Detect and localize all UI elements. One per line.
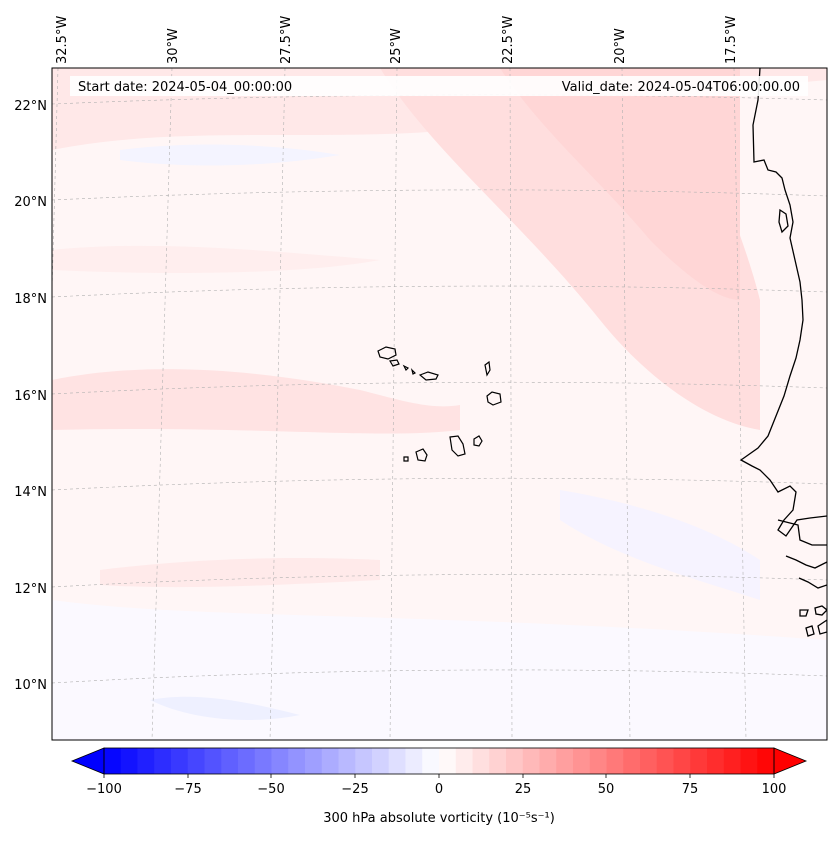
colorbar-step [707,748,725,774]
cape-verde-islands [377,346,502,462]
colorbar-step [589,748,607,774]
lon-label: 22.5°W [501,16,516,64]
colorbar-tick-label: −100 [86,782,122,797]
colorbar-step [254,748,272,774]
colorbar-step [757,748,775,774]
colorbar-step [238,748,256,774]
colorbar-step [489,748,507,774]
colorbar-step [288,748,306,774]
colorbar-step [305,748,323,774]
colorbar-step [573,748,591,774]
colorbar-tick-label: 0 [435,782,443,797]
colorbar-step [154,748,172,774]
vorticity-field [52,68,827,740]
graticule [52,68,827,740]
colorbar-step [455,748,473,774]
colorbar-step [539,748,557,774]
colorbar-tick-label: 100 [762,782,787,797]
colorbar-tick-label: 25 [515,782,532,797]
colorbar-step [656,748,674,774]
colorbar-step [171,748,189,774]
colorbar: −100 −75 −50 −25 0 25 50 75 100 300 hPa … [70,747,808,826]
colorbar-tick-label: −25 [341,782,368,797]
lat-label: 20°N [14,195,47,210]
colorbar-step [606,748,624,774]
colorbar-step [338,748,356,774]
colorbar-step [405,748,423,774]
lon-label: 32.5°W [55,16,70,64]
colorbar-step [556,748,574,774]
map-frame [51,67,828,741]
colorbar-step [623,748,641,774]
colorbar-step [690,748,708,774]
lon-label: 30°W [166,28,181,64]
lon-label: 17.5°W [724,16,739,64]
colorbar-steps [104,748,775,774]
lon-label: 20°W [613,28,628,64]
colorbar-tick-labels: −100 −75 −50 −25 0 25 50 75 100 [86,782,786,797]
valid-date-text: Valid_date: 2024-05-04T06:00:00.00 [562,80,800,95]
colorbar-step [104,748,122,774]
colorbar-step [120,748,138,774]
colorbar-label: 300 hPa absolute vorticity (10⁻⁵s⁻¹) [323,811,555,826]
colorbar-step [740,748,758,774]
lon-label: 27.5°W [279,16,294,64]
colorbar-step [673,748,691,774]
colorbar-step [355,748,373,774]
colorbar-step [204,748,222,774]
colorbar-step [422,748,440,774]
colorbar-step [388,748,406,774]
colorbar-step [506,748,524,774]
lat-label: 16°N [14,389,47,404]
colorbar-step [472,748,490,774]
colorbar-step [187,748,205,774]
africa-coastline [739,68,827,637]
colorbar-ticks [103,774,775,778]
map-panel [52,68,827,740]
colorbar-step [372,748,390,774]
colorbar-step [321,748,339,774]
colorbar-step [723,748,741,774]
colorbar-step [522,748,540,774]
colorbar-step [271,748,289,774]
lat-labels: 22°N 20°N 18°N 16°N 14°N 12°N 10°N [14,99,47,693]
lon-label: 25°W [389,28,404,64]
colorbar-extend-left [70,747,105,775]
colorbar-tick-label: 75 [682,782,699,797]
colorbar-tick-label: 50 [598,782,615,797]
lat-label: 18°N [14,292,47,307]
colorbar-step [640,748,658,774]
lat-label: 22°N [14,99,47,114]
colorbar-step [137,748,155,774]
header-box [70,76,808,96]
colorbar-tick-label: −75 [174,782,201,797]
colorbar-tick-label: −50 [257,782,284,797]
colorbar-step [439,748,457,774]
start-date-text: Start date: 2024-05-04_00:00:00 [78,80,292,95]
lat-label: 10°N [14,678,47,693]
lat-label: 14°N [14,485,47,500]
colorbar-extend-right [773,747,808,775]
lon-labels: 32.5°W 30°W 27.5°W 25°W 22.5°W 20°W 17.5… [55,16,739,64]
lat-label: 12°N [14,582,47,597]
colorbar-step [221,748,239,774]
